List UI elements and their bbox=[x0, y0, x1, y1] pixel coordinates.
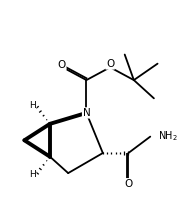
Text: O: O bbox=[124, 179, 132, 189]
Text: H: H bbox=[29, 101, 36, 110]
Text: H: H bbox=[29, 170, 36, 179]
Text: O: O bbox=[106, 59, 114, 69]
Text: NH$_2$: NH$_2$ bbox=[158, 129, 178, 143]
Text: O: O bbox=[58, 60, 66, 70]
Text: N: N bbox=[83, 108, 90, 118]
